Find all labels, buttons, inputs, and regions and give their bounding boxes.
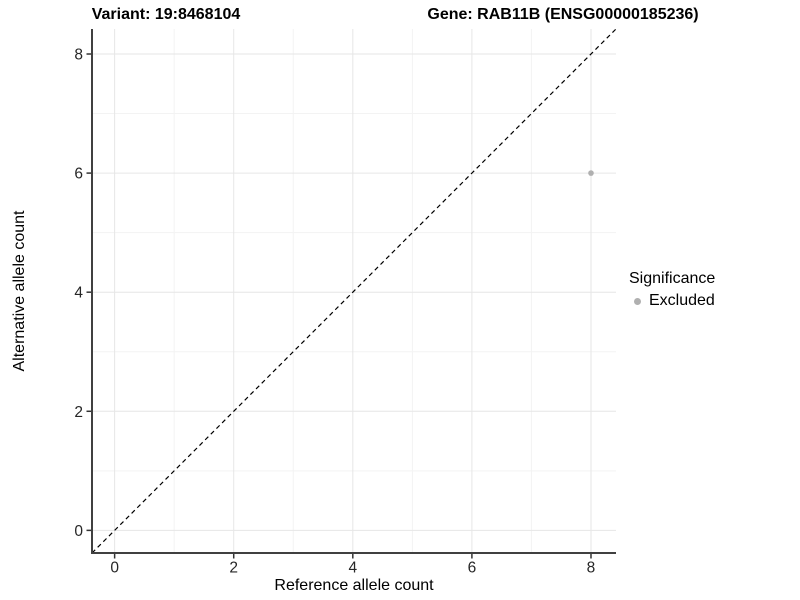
legend-title: Significance (629, 270, 716, 287)
legend-item-label: Excluded (649, 292, 715, 309)
y-axis-title: Alternative allele count (11, 210, 28, 372)
data-point (588, 170, 594, 176)
x-axis-title: Reference allele count (274, 577, 434, 594)
x-tick-label: 6 (468, 560, 477, 577)
y-tick-label: 6 (74, 166, 83, 183)
identity-dashed-line (91, 28, 617, 554)
x-tick-label: 2 (229, 560, 238, 577)
legend-point-icon (634, 297, 641, 305)
y-tick-label: 8 (74, 47, 83, 64)
y-tick-label: 0 (74, 523, 83, 540)
x-tick-label: 0 (110, 560, 119, 577)
y-tick-label: 2 (74, 404, 83, 421)
plot-title-variant: Variant: 19:8468104 (91, 6, 241, 23)
plot-title-gene: Gene: RAB11B (ENSG00000185236) (427, 6, 699, 23)
y-tick-label: 4 (74, 285, 83, 302)
legend-item-excluded: Excluded (629, 292, 715, 310)
legend: Significance Excluded (629, 269, 715, 310)
x-tick-label: 8 (587, 560, 596, 577)
x-tick-label: 4 (348, 560, 357, 577)
